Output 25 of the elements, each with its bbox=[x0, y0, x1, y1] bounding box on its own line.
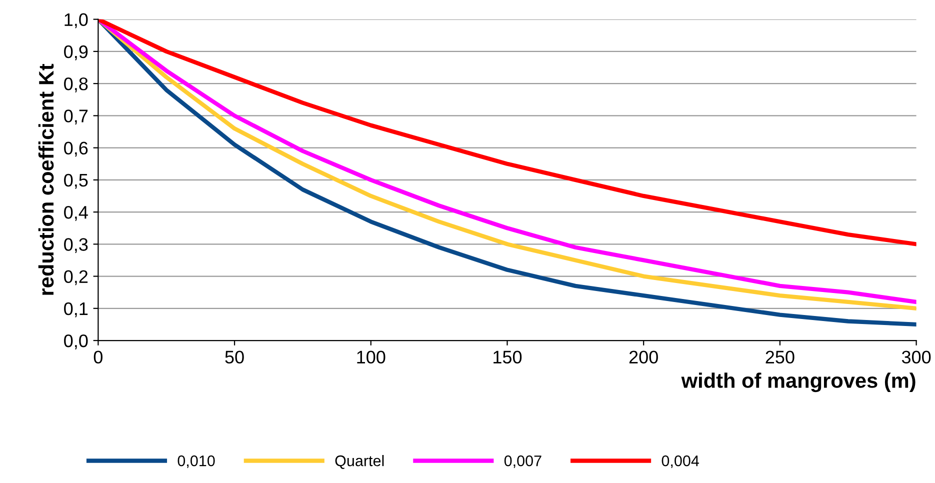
line-series bbox=[98, 19, 916, 246]
y-tick-label: 0,5 bbox=[64, 174, 88, 189]
x-axis-title: width of mangroves (m) bbox=[681, 372, 916, 392]
y-tick-label: 0,6 bbox=[64, 142, 88, 157]
x-tick-label: 100 bbox=[357, 350, 386, 364]
x-tick-label: 50 bbox=[225, 350, 244, 364]
y-tick-label: 1,0 bbox=[64, 13, 88, 28]
x-tick-label: 0 bbox=[94, 350, 102, 364]
y-tick-label: 0,0 bbox=[64, 334, 88, 350]
legend-label: 0,010 bbox=[178, 455, 215, 468]
y-axis-title: reduction coefficient Kt bbox=[38, 64, 54, 295]
x-tick-label: 300 bbox=[902, 350, 931, 364]
y-tick-label: 0,3 bbox=[64, 238, 88, 254]
y-tick-label: 0,2 bbox=[64, 270, 88, 286]
y-tick-label: 0,1 bbox=[64, 302, 88, 318]
x-tick-label: 200 bbox=[629, 350, 658, 364]
legend-label: 0,004 bbox=[662, 455, 699, 468]
y-tick-label: 0,9 bbox=[64, 45, 88, 60]
y-tick-label: 0,7 bbox=[64, 110, 88, 125]
legend-label: 0,007 bbox=[504, 455, 542, 468]
x-tick-label: 150 bbox=[494, 350, 522, 364]
y-tick-label: 0,8 bbox=[64, 77, 88, 92]
legend-label: Quartel bbox=[335, 455, 384, 469]
y-tick-label: 0,4 bbox=[64, 206, 88, 221]
x-tick-label: 250 bbox=[766, 350, 794, 364]
